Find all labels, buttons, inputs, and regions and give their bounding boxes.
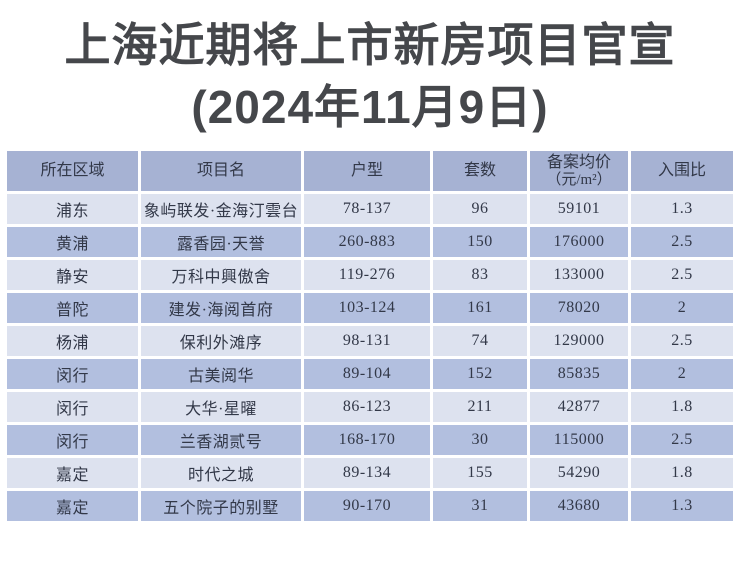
cell-district: 闵行	[7, 392, 138, 422]
cell-size: 98-131	[304, 326, 430, 356]
cell-price: 176000	[530, 227, 628, 257]
cell-project: 五个院子的别墅	[141, 491, 301, 521]
table-row: 闵行 兰香湖贰号 168-170 30 115000 2.5	[7, 425, 733, 455]
cell-units: 150	[433, 227, 527, 257]
cell-size: 260-883	[304, 227, 430, 257]
cell-price: 54290	[530, 458, 628, 488]
cell-size: 89-104	[304, 359, 430, 389]
cell-district: 普陀	[7, 293, 138, 323]
cell-price: 78020	[530, 293, 628, 323]
projects-table: 所在区域 项目名 户型 套数 备案均价 （元/m²） 入围比 浦东 象屿联发·金海…	[4, 148, 736, 524]
cell-price: 42877	[530, 392, 628, 422]
cell-units: 211	[433, 392, 527, 422]
table-row: 浦东 象屿联发·金海汀雲台 78-137 96 59101 1.3	[7, 194, 733, 224]
cell-size: 89-134	[304, 458, 430, 488]
cell-project: 大华·星曜	[141, 392, 301, 422]
cell-price: 115000	[530, 425, 628, 455]
cell-size: 78-137	[304, 194, 430, 224]
cell-project: 建发·海阅首府	[141, 293, 301, 323]
cell-district: 闵行	[7, 425, 138, 455]
column-header-district: 所在区域	[7, 151, 138, 191]
cell-ratio: 1.3	[631, 491, 733, 521]
table-row: 闵行 大华·星曜 86-123 211 42877 1.8	[7, 392, 733, 422]
cell-project: 时代之城	[141, 458, 301, 488]
cell-district: 静安	[7, 260, 138, 290]
cell-district: 浦东	[7, 194, 138, 224]
page-title-line2: (2024年11月9日)	[191, 81, 549, 133]
cell-units: 161	[433, 293, 527, 323]
column-header-ratio: 入围比	[631, 151, 733, 191]
column-header-price-line1: 备案均价	[546, 153, 611, 171]
cell-units: 31	[433, 491, 527, 521]
table-row: 嘉定 时代之城 89-134 155 54290 1.8	[7, 458, 733, 488]
cell-project: 露香园·天誉	[141, 227, 301, 257]
cell-units: 30	[433, 425, 527, 455]
cell-size: 86-123	[304, 392, 430, 422]
cell-district: 嘉定	[7, 458, 138, 488]
cell-units: 83	[433, 260, 527, 290]
cell-ratio: 2	[631, 293, 733, 323]
table-row: 杨浦 保利外滩序 98-131 74 129000 2.5	[7, 326, 733, 356]
table-row: 普陀 建发·海阅首府 103-124 161 78020 2	[7, 293, 733, 323]
cell-project: 兰香湖贰号	[141, 425, 301, 455]
cell-ratio: 1.8	[631, 458, 733, 488]
table-row: 黄浦 露香园·天誉 260-883 150 176000 2.5	[7, 227, 733, 257]
table-header-row: 所在区域 项目名 户型 套数 备案均价 （元/m²） 入围比	[7, 151, 733, 191]
cell-ratio: 2	[631, 359, 733, 389]
cell-district: 嘉定	[7, 491, 138, 521]
cell-size: 90-170	[304, 491, 430, 521]
table-row: 静安 万科中興傲舍 119-276 83 133000 2.5	[7, 260, 733, 290]
cell-price: 59101	[530, 194, 628, 224]
cell-project: 保利外滩序	[141, 326, 301, 356]
cell-ratio: 1.8	[631, 392, 733, 422]
table-row: 嘉定 五个院子的别墅 90-170 31 43680 1.3	[7, 491, 733, 521]
table-row: 闵行 古美阅华 89-104 152 85835 2	[7, 359, 733, 389]
cell-units: 74	[433, 326, 527, 356]
cell-units: 152	[433, 359, 527, 389]
cell-price: 129000	[530, 326, 628, 356]
cell-price: 133000	[530, 260, 628, 290]
cell-project: 万科中興傲舍	[141, 260, 301, 290]
column-header-size: 户型	[304, 151, 430, 191]
page-title: 上海近期将上市新房项目官宣 (2024年11月9日)	[0, 0, 740, 136]
page-title-line1: 上海近期将上市新房项目官宣	[64, 19, 676, 71]
cell-ratio: 1.3	[631, 194, 733, 224]
cell-price: 85835	[530, 359, 628, 389]
cell-district: 黄浦	[7, 227, 138, 257]
cell-project: 古美阅华	[141, 359, 301, 389]
cell-ratio: 2.5	[631, 326, 733, 356]
cell-size: 119-276	[304, 260, 430, 290]
column-header-price-line2: （元/m²）	[546, 171, 612, 188]
cell-ratio: 2.5	[631, 425, 733, 455]
column-header-units: 套数	[433, 151, 527, 191]
cell-size: 168-170	[304, 425, 430, 455]
cell-project: 象屿联发·金海汀雲台	[141, 194, 301, 224]
cell-ratio: 2.5	[631, 260, 733, 290]
cell-price: 43680	[530, 491, 628, 521]
column-header-project: 项目名	[141, 151, 301, 191]
cell-units: 155	[433, 458, 527, 488]
cell-size: 103-124	[304, 293, 430, 323]
column-header-price: 备案均价 （元/m²）	[530, 151, 628, 191]
cell-district: 杨浦	[7, 326, 138, 356]
cell-district: 闵行	[7, 359, 138, 389]
cell-units: 96	[433, 194, 527, 224]
cell-ratio: 2.5	[631, 227, 733, 257]
